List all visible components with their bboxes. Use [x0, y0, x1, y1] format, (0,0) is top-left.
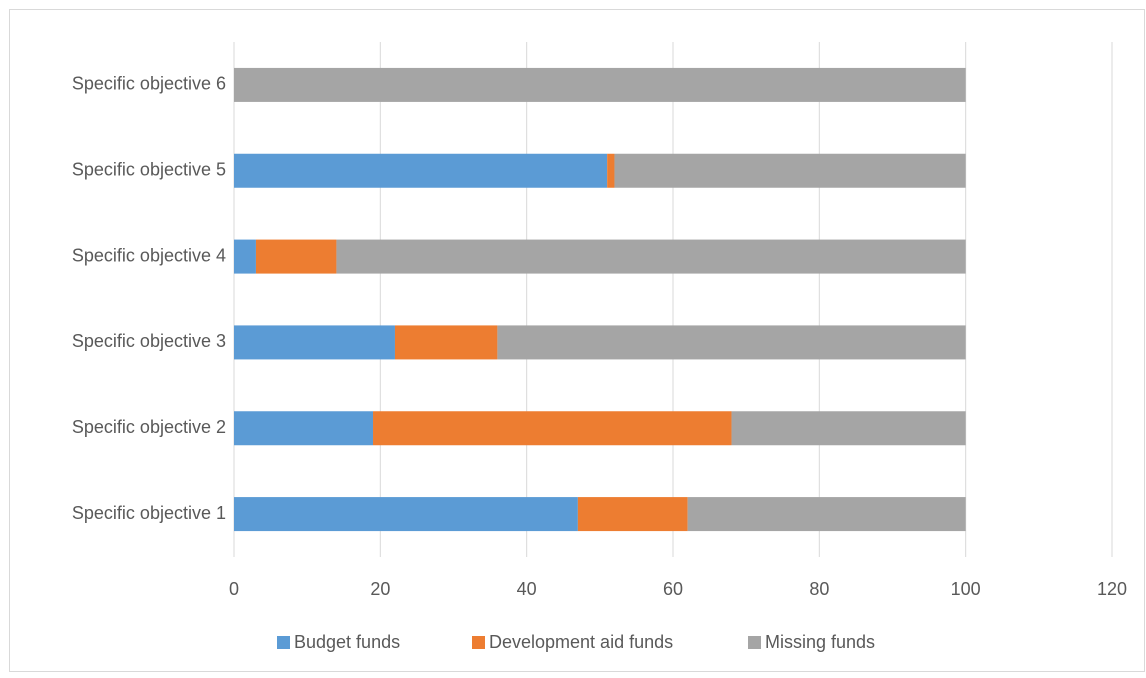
bar-segment: [373, 411, 732, 446]
legend-swatch: [472, 636, 485, 649]
legend-label: Development aid funds: [489, 632, 673, 652]
x-tick-label: 60: [663, 579, 683, 599]
legend-label: Missing funds: [765, 632, 875, 652]
y-tick-label: Specific objective 5: [72, 160, 226, 180]
y-tick-label: Specific objective 3: [72, 331, 226, 351]
x-tick-label: 80: [809, 579, 829, 599]
bar-segment: [234, 411, 374, 446]
bar-segment: [255, 239, 337, 274]
legend-swatch: [277, 636, 290, 649]
x-tick-label: 40: [517, 579, 537, 599]
y-tick-label: Specific objective 6: [72, 74, 226, 94]
bar-segment: [234, 497, 578, 532]
y-tick-label: Specific objective 4: [72, 245, 226, 265]
y-tick-label: Specific objective 1: [72, 503, 226, 523]
y-tick-label: Specific objective 2: [72, 417, 226, 437]
bar-segment: [234, 153, 608, 188]
bar-segment: [687, 497, 966, 532]
bar-segment: [234, 325, 395, 360]
x-tick-label: 0: [229, 579, 239, 599]
bar-segment: [394, 325, 498, 360]
bar-segment: [731, 411, 966, 446]
x-tick-label: 100: [951, 579, 981, 599]
bar-segment: [336, 239, 966, 274]
bar-segment: [614, 153, 966, 188]
bar-segment: [577, 497, 688, 532]
bar-segment: [497, 325, 966, 360]
legend-label: Budget funds: [294, 632, 400, 652]
x-tick-label: 120: [1097, 579, 1127, 599]
bar-segment: [234, 239, 256, 274]
bar-segment: [607, 153, 615, 188]
legend-swatch: [748, 636, 761, 649]
bar-segment: [234, 67, 966, 102]
x-tick-label: 20: [370, 579, 390, 599]
